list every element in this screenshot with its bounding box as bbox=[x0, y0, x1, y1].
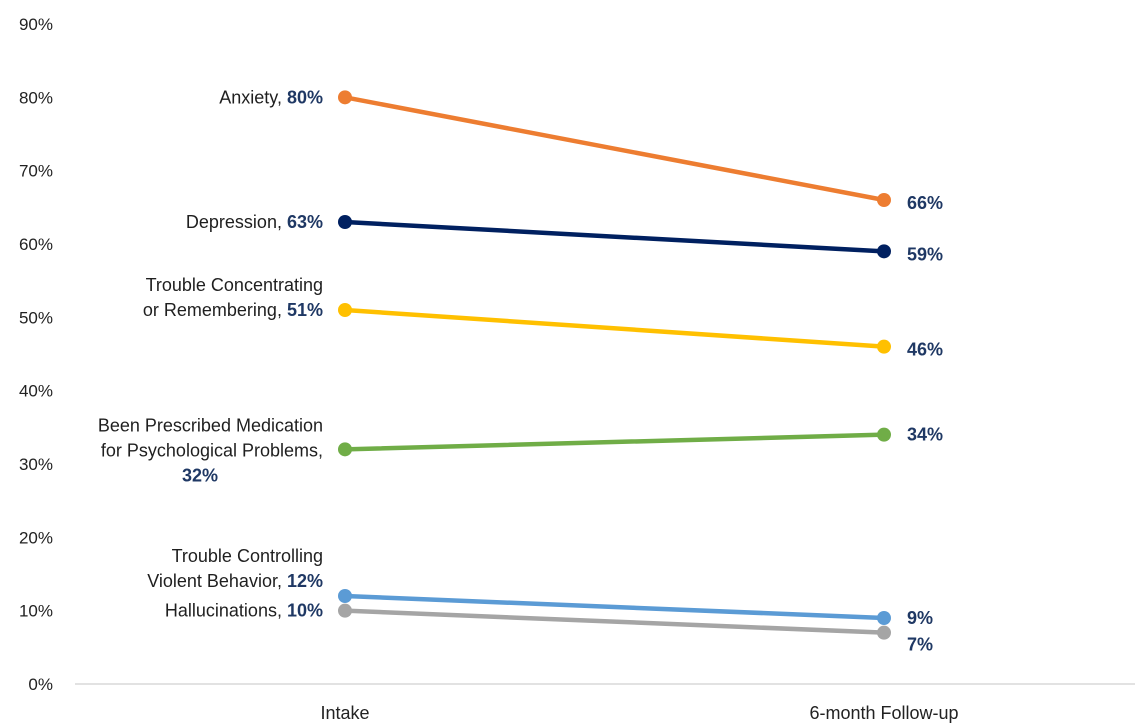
series-name-label: Trouble Concentrating bbox=[146, 275, 323, 295]
x-axis-ticks: Intake 6-month Follow-up bbox=[320, 703, 958, 723]
data-point bbox=[338, 442, 352, 457]
end-value-label: 34% bbox=[907, 425, 943, 445]
data-point bbox=[338, 215, 352, 229]
data-point bbox=[877, 427, 891, 442]
y-tick-label: 20% bbox=[19, 528, 53, 547]
series-labels: Anxiety, 80% 66% Depression, 63% 59% Trouble… bbox=[98, 87, 943, 654]
end-value-label: 59% bbox=[907, 244, 943, 264]
x-tick-label: 6-month Follow-up bbox=[809, 703, 958, 723]
y-tick-label: 60% bbox=[19, 235, 53, 254]
series-line bbox=[342, 432, 887, 452]
data-point bbox=[877, 339, 891, 354]
start-value-label: 51% bbox=[287, 300, 323, 320]
data-point bbox=[338, 603, 352, 618]
series-line bbox=[342, 307, 887, 349]
data-point bbox=[877, 625, 891, 640]
y-tick-label: 30% bbox=[19, 455, 53, 474]
series-line bbox=[342, 219, 887, 254]
data-point bbox=[338, 589, 352, 603]
end-value-label: 9% bbox=[907, 608, 933, 628]
series-name-label: Violent Behavior, 12% bbox=[147, 571, 323, 591]
start-value-label: 32% bbox=[182, 465, 218, 485]
series-name-label: or Remembering, 51% bbox=[143, 300, 323, 320]
end-value-label: 66% bbox=[907, 193, 943, 213]
y-tick-label: 10% bbox=[19, 602, 53, 621]
data-point bbox=[338, 90, 352, 105]
series-name-label: Anxiety, 80% bbox=[219, 87, 323, 107]
y-tick-label: 80% bbox=[19, 88, 53, 107]
data-point bbox=[877, 244, 891, 259]
end-value-label: 7% bbox=[907, 635, 933, 655]
series-name-label: Hallucinations, 10% bbox=[165, 601, 323, 621]
x-tick-label: Intake bbox=[320, 703, 369, 723]
start-value-label: 63% bbox=[287, 212, 323, 232]
start-value-label: 12% bbox=[287, 571, 323, 591]
end-value-label: 46% bbox=[907, 340, 943, 360]
series-line bbox=[342, 95, 887, 203]
start-value-label: 80% bbox=[287, 87, 323, 107]
series-name-label: Depression, 63% bbox=[186, 212, 323, 232]
series-name-label: for Psychological Problems, bbox=[101, 440, 323, 460]
data-point bbox=[877, 193, 891, 207]
y-tick-label: 90% bbox=[19, 15, 53, 34]
start-value-label: 10% bbox=[287, 601, 323, 621]
series-lines bbox=[338, 90, 891, 640]
y-tick-label: 70% bbox=[19, 162, 53, 181]
data-point bbox=[338, 303, 352, 317]
y-tick-label: 40% bbox=[19, 382, 53, 401]
series-name-label: Trouble Controlling bbox=[172, 546, 323, 566]
y-axis-ticks: 0% 10% 20% 30% 40% 50% 60% 70% 80% 90% bbox=[19, 15, 53, 694]
series-name-label: Been Prescribed Medication bbox=[98, 415, 323, 435]
y-tick-label: 50% bbox=[19, 308, 53, 327]
data-point bbox=[877, 611, 891, 625]
series-line bbox=[342, 608, 887, 635]
y-tick-label: 0% bbox=[28, 675, 53, 694]
series-line bbox=[342, 593, 887, 621]
